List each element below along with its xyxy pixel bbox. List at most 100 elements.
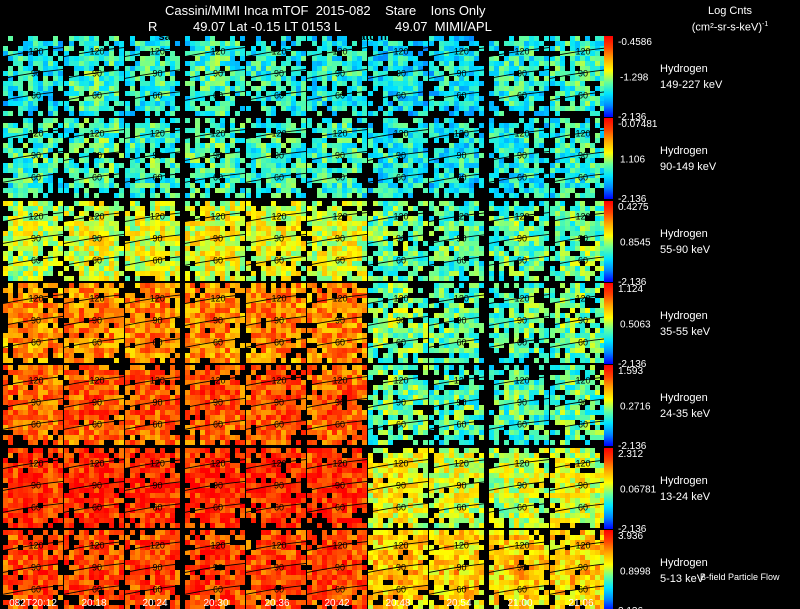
pitch-angle-contour	[367, 337, 429, 348]
pitch-angle-label: 90	[152, 480, 162, 490]
pitch-angle-label: 120	[89, 212, 104, 222]
pitch-angle-label: 120	[89, 541, 104, 551]
pitch-angle-contour	[428, 481, 489, 491]
pitch-angle-contour	[367, 90, 429, 101]
pitch-angle-contour	[124, 459, 185, 470]
heatmap-frame	[246, 36, 306, 117]
bfield-flow-legend: B-field Particle Flow	[700, 572, 780, 582]
pitch-angle-label: 60	[31, 419, 41, 429]
pitch-angle-label: 90	[92, 68, 102, 78]
pitch-angle-contour	[124, 294, 185, 305]
pitch-angle-contour	[367, 234, 429, 244]
pitch-angle-label: 90	[396, 562, 406, 572]
heatmap-frame	[64, 36, 124, 117]
pitch-angle-contour	[124, 502, 185, 513]
pitch-angle-contour	[488, 172, 550, 183]
pitch-angle-label: 120	[332, 47, 347, 57]
pitch-angle-label: 120	[332, 541, 347, 551]
pitch-angle-label: 120	[575, 129, 590, 139]
pitch-angle-label: 120	[393, 376, 408, 386]
pitch-angle-label: 90	[456, 233, 466, 243]
pitch-angle-contour	[245, 337, 307, 348]
pitch-angle-contour	[428, 398, 489, 408]
pitch-angle-label: 120	[150, 294, 165, 304]
pitch-angle-contour	[306, 398, 368, 408]
pitch-angle-label: 120	[454, 459, 469, 469]
pitch-angle-contour	[488, 419, 550, 430]
pitch-angle-contour	[428, 337, 489, 348]
pitch-angle-label: 60	[31, 502, 41, 512]
pitch-angle-contour	[2, 459, 64, 470]
pitch-angle-contour	[124, 90, 185, 101]
pitch-angle-label: 90	[335, 233, 345, 243]
pitch-angle-contour	[2, 563, 64, 573]
pitch-angle-label: 90	[92, 150, 102, 160]
pitch-angle-contour	[367, 151, 429, 161]
pitch-angle-contour	[245, 481, 307, 491]
pitch-angle-contour	[184, 398, 246, 408]
pitch-angle-label: 60	[213, 419, 223, 429]
pitch-angle-contour	[488, 398, 550, 408]
pitch-angle-label: 60	[31, 584, 41, 594]
pitch-angle-label: 120	[89, 459, 104, 469]
colorbar-mid-label: 0.2716	[620, 402, 651, 413]
colorbar-max-label: 1.593	[618, 366, 643, 377]
pitch-angle-label: 120	[514, 129, 529, 139]
heatmap-frame	[246, 365, 306, 446]
pitch-angle-contour	[63, 376, 125, 387]
colorbar	[604, 530, 613, 609]
species-label: Hydrogen	[660, 310, 708, 322]
pitch-angle-contour	[2, 337, 64, 348]
pitch-angle-contour	[124, 376, 185, 387]
pitch-angle-label: 120	[150, 459, 165, 469]
pitch-angle-label: 60	[213, 337, 223, 347]
pitch-angle-contour	[63, 234, 125, 244]
pitch-angle-label: 60	[396, 502, 406, 512]
pitch-angle-label: 60	[92, 172, 102, 182]
chart-title: Cassini/MIMI Inca mTOF 2015-082 Stare Io…	[165, 3, 486, 18]
pitch-angle-contour	[367, 398, 429, 408]
pitch-angle-label: 90	[274, 233, 284, 243]
pitch-angle-label: 60	[31, 172, 41, 182]
pitch-angle-label: 90	[213, 68, 223, 78]
colorbar	[604, 365, 613, 446]
pitch-angle-label: 60	[335, 90, 345, 100]
heatmap-frame	[64, 530, 124, 609]
pitch-angle-label: 90	[274, 150, 284, 160]
energy-range-label: 5-13 keV	[660, 573, 705, 585]
pitch-angle-label: 120	[332, 129, 347, 139]
pitch-angle-contour	[184, 541, 246, 552]
pitch-angle-label: 60	[213, 172, 223, 182]
pitch-angle-contour	[245, 459, 307, 470]
pitch-angle-contour	[184, 584, 246, 595]
pitch-angle-contour	[367, 294, 429, 305]
pitch-angle-contour	[428, 584, 489, 595]
colorbar-min-label: -2.136	[618, 441, 647, 452]
heatmap-frame	[185, 365, 245, 446]
heatmap-frame	[429, 365, 488, 446]
pitch-angle-contour	[428, 90, 489, 101]
pitch-angle-contour	[488, 129, 550, 140]
pitch-angle-label: 120	[514, 376, 529, 386]
pitch-angle-contour	[124, 129, 185, 140]
heatmap-frame	[3, 530, 63, 609]
pitch-angle-contour	[428, 376, 489, 387]
pitch-angle-contour	[428, 316, 489, 326]
pitch-angle-contour	[63, 294, 125, 305]
pitch-angle-label: 90	[517, 68, 527, 78]
pitch-angle-label: 90	[31, 397, 41, 407]
pitch-angle-contour	[428, 234, 489, 244]
colorbar-title: Log Cnts (cm²-sr-s-keV)-1	[691, 5, 769, 34]
pitch-angle-contour	[306, 172, 368, 183]
pitch-angle-contour	[428, 129, 489, 140]
pitch-angle-contour	[245, 151, 307, 161]
pitch-angle-contour	[367, 255, 429, 266]
pitch-angle-label: 90	[578, 315, 588, 325]
species-label: Hydrogen	[660, 145, 708, 157]
pitch-angle-label: 60	[456, 172, 466, 182]
pitch-angle-label: 60	[578, 584, 588, 594]
heatmap-frame	[489, 36, 549, 117]
pitch-angle-label: 120	[575, 541, 590, 551]
pitch-angle-contour	[245, 502, 307, 513]
pitch-angle-label: 60	[92, 255, 102, 265]
